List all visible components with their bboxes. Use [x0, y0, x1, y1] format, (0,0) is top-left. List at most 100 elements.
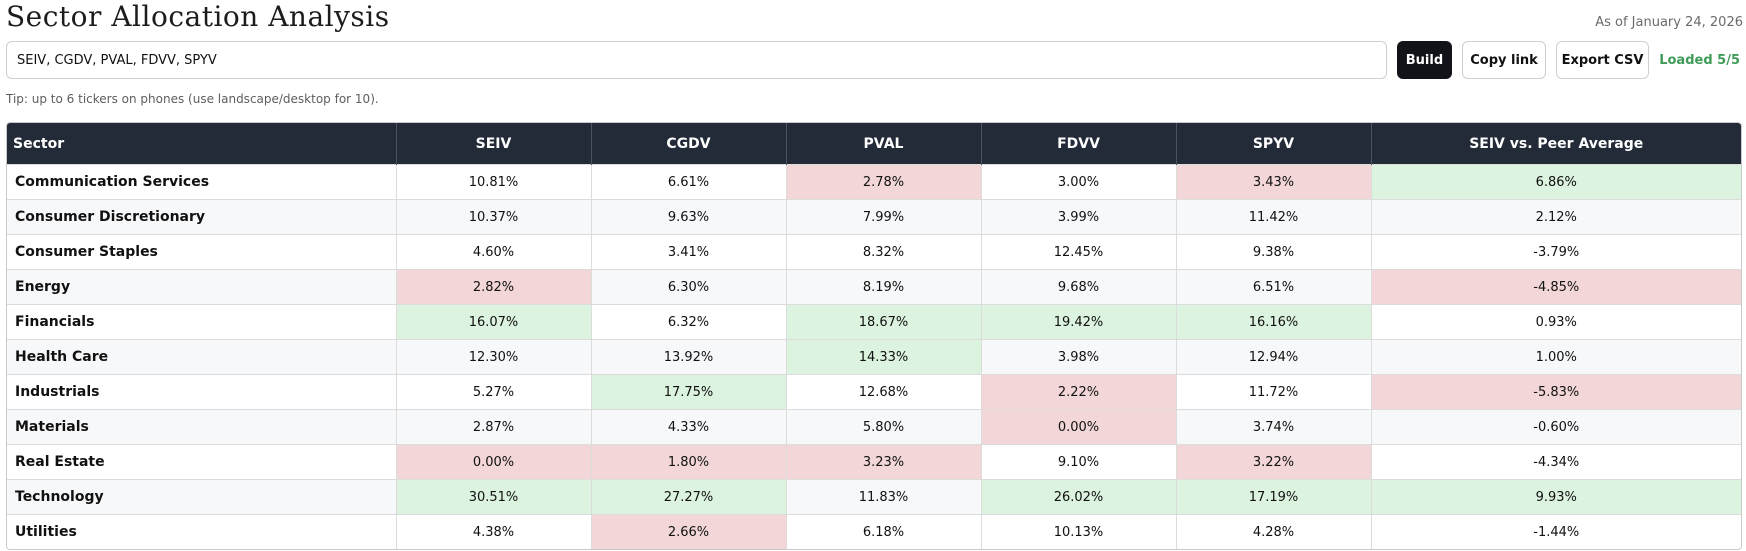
peer-diff-cell: 6.86%: [1371, 164, 1741, 200]
allocation-cell: 6.51%: [1176, 269, 1372, 305]
allocation-cell: 12.68%: [786, 374, 982, 410]
controls-bar: Build Copy link Export CSV Loaded 5/5: [6, 41, 1740, 79]
allocation-table-container: Sector SEIV CGDV PVAL FDVV SPYV SEIV vs. Peer …: [6, 122, 1742, 550]
table-row: Real Estate 0.00% 1.80% 3.23% 9.10% 3.22% -4.3…: [7, 444, 1741, 480]
allocation-cell: 10.37%: [396, 199, 592, 235]
allocation-cell: 6.30%: [591, 269, 787, 305]
allocation-cell: 30.51%: [396, 479, 592, 515]
allocation-cell: 16.16%: [1176, 304, 1372, 340]
table-row: Industrials 5.27% 17.75% 12.68% 2.22% 11.72% -…: [7, 374, 1741, 410]
allocation-cell: 13.92%: [591, 339, 787, 375]
page-title: Sector Allocation Analysis: [6, 0, 390, 33]
allocation-cell: 0.00%: [981, 409, 1177, 445]
column-header: CGDV: [591, 123, 787, 165]
allocation-cell: 18.67%: [786, 304, 982, 340]
allocation-cell: 9.38%: [1176, 234, 1372, 270]
allocation-cell: 11.83%: [786, 479, 982, 515]
build-button[interactable]: Build: [1396, 41, 1453, 79]
sector-name-cell: Materials: [7, 409, 397, 445]
peer-diff-cell: -4.34%: [1371, 444, 1741, 480]
column-header: SEIV vs. Peer Average: [1371, 123, 1741, 165]
loaded-status: Loaded 5/5: [1659, 52, 1740, 68]
table-row: Health Care 12.30% 13.92% 14.33% 3.98% 12.94%…: [7, 339, 1741, 375]
allocation-cell: 26.02%: [981, 479, 1177, 515]
allocation-cell: 2.87%: [396, 409, 592, 445]
sector-name-cell: Financials: [7, 304, 397, 340]
table-row: Materials 2.87% 4.33% 5.80% 0.00% 3.74% -0.60%: [7, 409, 1741, 445]
as-of-date: As of January 24, 2026: [1595, 15, 1743, 30]
allocation-cell: 17.75%: [591, 374, 787, 410]
column-header: SEIV: [396, 123, 592, 165]
allocation-cell: 3.43%: [1176, 164, 1372, 200]
copy-link-button[interactable]: Copy link: [1462, 41, 1546, 79]
allocation-cell: 12.45%: [981, 234, 1177, 270]
allocation-cell: 4.38%: [396, 514, 592, 549]
allocation-cell: 14.33%: [786, 339, 982, 375]
allocation-cell: 12.30%: [396, 339, 592, 375]
allocation-cell: 27.27%: [591, 479, 787, 515]
table-row: Communication Services 10.81% 6.61% 2.78% 3.…: [7, 164, 1741, 200]
sector-name-cell: Technology: [7, 479, 397, 515]
allocation-cell: 6.32%: [591, 304, 787, 340]
allocation-cell: 2.22%: [981, 374, 1177, 410]
sector-name-cell: Real Estate: [7, 444, 397, 480]
allocation-cell: 7.99%: [786, 199, 982, 235]
table-row: Energy 2.82% 6.30% 8.19% 9.68% 6.51% -4.85%: [7, 269, 1741, 305]
sector-name-cell: Consumer Discretionary: [7, 199, 397, 235]
allocation-cell: 3.98%: [981, 339, 1177, 375]
allocation-cell: 5.80%: [786, 409, 982, 445]
allocation-cell: 11.42%: [1176, 199, 1372, 235]
column-header: PVAL: [786, 123, 982, 165]
table-row: Consumer Staples 4.60% 3.41% 8.32% 12.45% 9.3…: [7, 234, 1741, 270]
allocation-cell: 2.82%: [396, 269, 592, 305]
peer-diff-cell: 2.12%: [1371, 199, 1741, 235]
table-row: Consumer Discretionary 10.37% 9.63% 7.99% 3.…: [7, 199, 1741, 235]
sector-name-cell: Consumer Staples: [7, 234, 397, 270]
column-header: FDVV: [981, 123, 1177, 165]
allocation-cell: 5.27%: [396, 374, 592, 410]
allocation-cell: 3.00%: [981, 164, 1177, 200]
allocation-cell: 3.74%: [1176, 409, 1372, 445]
export-csv-button[interactable]: Export CSV: [1555, 41, 1650, 79]
allocation-cell: 9.10%: [981, 444, 1177, 480]
table-row: Utilities 4.38% 2.66% 6.18% 10.13% 4.28% -1.44…: [7, 514, 1741, 549]
peer-diff-cell: 0.93%: [1371, 304, 1741, 340]
peer-diff-cell: -1.44%: [1371, 514, 1741, 549]
sector-name-cell: Health Care: [7, 339, 397, 375]
peer-diff-cell: -5.83%: [1371, 374, 1741, 410]
table-header-row: Sector SEIV CGDV PVAL FDVV SPYV SEIV vs. Peer …: [7, 123, 1741, 165]
column-header: SPYV: [1176, 123, 1372, 165]
allocation-cell: 12.94%: [1176, 339, 1372, 375]
column-header: Sector: [7, 123, 397, 165]
allocation-cell: 3.22%: [1176, 444, 1372, 480]
allocation-cell: 19.42%: [981, 304, 1177, 340]
allocation-cell: 4.33%: [591, 409, 787, 445]
sector-name-cell: Energy: [7, 269, 397, 305]
allocation-cell: 10.13%: [981, 514, 1177, 549]
allocation-cell: 8.19%: [786, 269, 982, 305]
allocation-cell: 11.72%: [1176, 374, 1372, 410]
peer-diff-cell: 9.93%: [1371, 479, 1741, 515]
allocation-cell: 0.00%: [396, 444, 592, 480]
table-row: Technology 30.51% 27.27% 11.83% 26.02% 17.19%…: [7, 479, 1741, 515]
peer-diff-cell: 1.00%: [1371, 339, 1741, 375]
allocation-cell: 8.32%: [786, 234, 982, 270]
sector-name-cell: Industrials: [7, 374, 397, 410]
peer-diff-cell: -3.79%: [1371, 234, 1741, 270]
allocation-cell: 3.99%: [981, 199, 1177, 235]
table-row: Financials 16.07% 6.32% 18.67% 19.42% 16.16% 0…: [7, 304, 1741, 340]
allocation-cell: 17.19%: [1176, 479, 1372, 515]
allocation-cell: 3.41%: [591, 234, 787, 270]
allocation-cell: 10.81%: [396, 164, 592, 200]
table-body: Communication Services 10.81% 6.61% 2.78% 3.…: [7, 164, 1741, 549]
allocation-cell: 2.78%: [786, 164, 982, 200]
tip-text: Tip: up to 6 tickers on phones (use land…: [6, 92, 379, 106]
allocation-cell: 2.66%: [591, 514, 787, 549]
allocation-table: Sector SEIV CGDV PVAL FDVV SPYV SEIV vs. Peer …: [7, 123, 1741, 549]
tickers-input[interactable]: [6, 41, 1387, 79]
allocation-cell: 4.60%: [396, 234, 592, 270]
peer-diff-cell: -4.85%: [1371, 269, 1741, 305]
allocation-cell: 4.28%: [1176, 514, 1372, 549]
peer-diff-cell: -0.60%: [1371, 409, 1741, 445]
